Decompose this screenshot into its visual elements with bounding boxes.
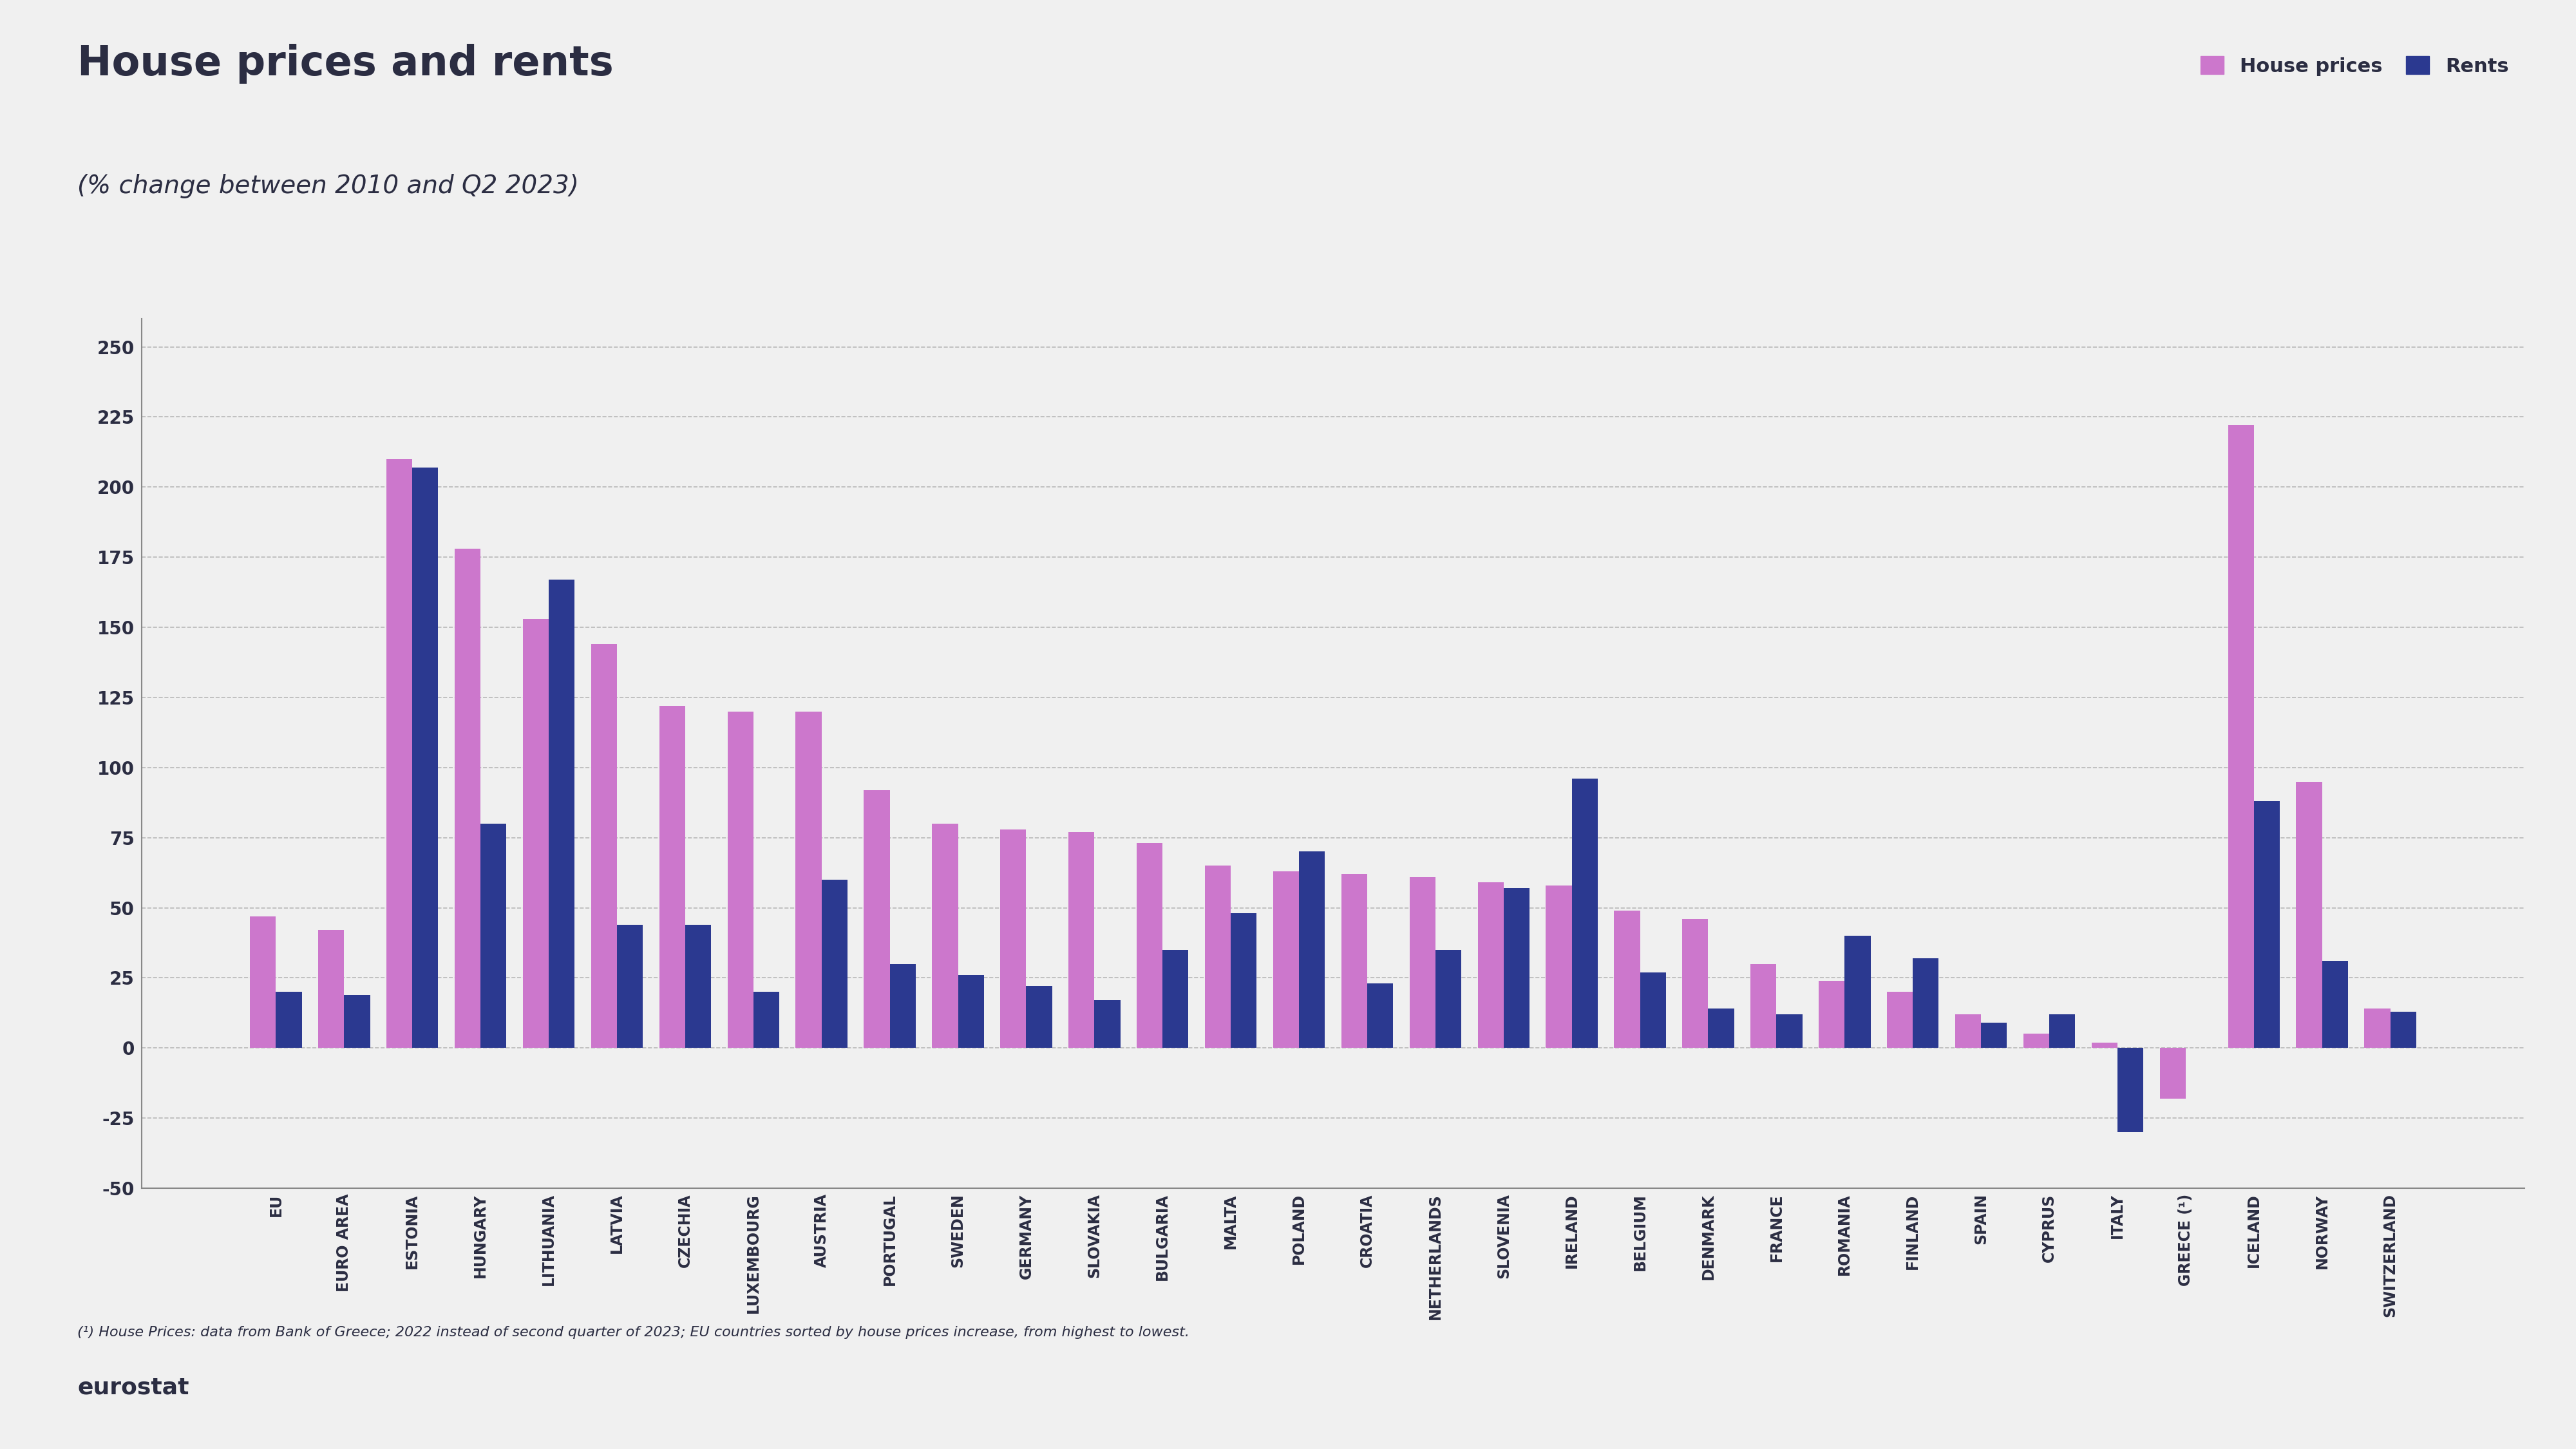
Bar [752,993,781,1048]
Bar [1752,964,1777,1048]
Bar [2295,781,2321,1048]
Bar [822,880,848,1048]
Bar [453,549,482,1048]
Bar [1298,852,1324,1048]
Bar [276,993,301,1048]
Bar [1546,885,1571,1048]
Bar [1273,871,1298,1048]
Bar [2159,1048,2184,1098]
Bar [1682,919,1708,1048]
Bar [2321,961,2347,1048]
Bar [1206,865,1231,1048]
Bar [1504,888,1530,1048]
Bar [863,790,889,1048]
Bar [412,468,438,1048]
Bar [1641,972,1667,1048]
Bar [889,964,914,1048]
Bar [386,459,412,1048]
Bar [933,823,958,1048]
Bar [796,711,822,1048]
Legend: House prices, Rents: House prices, Rents [2195,51,2514,81]
Bar [685,924,711,1048]
Bar [1708,1009,1734,1048]
Bar [523,619,549,1048]
Bar [1571,778,1597,1048]
Text: House prices and rents: House prices and rents [77,43,613,84]
Bar [1914,958,1940,1048]
Bar [2365,1009,2391,1048]
Bar [2228,426,2254,1048]
Bar [999,829,1025,1048]
Bar [1368,984,1394,1048]
Bar [1095,1000,1121,1048]
Bar [2050,1014,2076,1048]
Bar [250,916,276,1048]
Bar [319,930,345,1048]
Bar [1231,913,1257,1048]
Bar [1435,949,1461,1048]
Bar [1886,993,1914,1048]
Bar [590,645,616,1048]
Bar [726,711,752,1048]
Text: eurostat: eurostat [77,1377,188,1398]
Bar [2117,1048,2143,1132]
Bar [1615,910,1641,1048]
Bar [1069,832,1095,1048]
Bar [1844,936,1870,1048]
Bar [1955,1014,1981,1048]
Bar [616,924,644,1048]
Bar [2391,1011,2416,1048]
Bar [1819,981,1844,1048]
Bar [2022,1035,2050,1048]
Bar [1342,874,1368,1048]
Bar [482,823,507,1048]
Text: (¹) House Prices: data from Bank of Greece; 2022 instead of second quarter of 20: (¹) House Prices: data from Bank of Gree… [77,1326,1190,1339]
Bar [1981,1023,2007,1048]
Bar [2092,1042,2117,1048]
Bar [2254,801,2280,1048]
Bar [1409,877,1435,1048]
Bar [345,994,371,1048]
Bar [1777,1014,1803,1048]
Bar [958,975,984,1048]
Bar [1136,843,1162,1048]
Bar [1162,949,1188,1048]
Bar [1479,882,1504,1048]
Bar [659,706,685,1048]
Text: (% change between 2010 and Q2 2023): (% change between 2010 and Q2 2023) [77,174,580,199]
Bar [1025,987,1051,1048]
Bar [549,580,574,1048]
